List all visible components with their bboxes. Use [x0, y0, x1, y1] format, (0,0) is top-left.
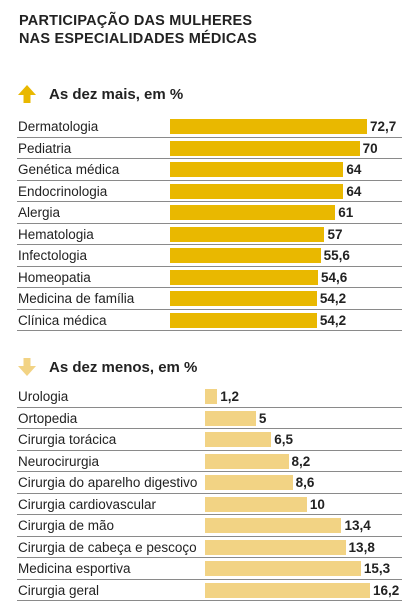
- category-label: Infectologia: [18, 248, 88, 263]
- value-label: 8,2: [291, 453, 311, 469]
- bar-row: Pediatria 70: [17, 138, 402, 159]
- bar: [170, 291, 317, 306]
- bar-row: Cirurgia cardiovascular 10: [17, 494, 402, 515]
- value-label: 15,3: [363, 561, 391, 576]
- category-label: Pediatria: [18, 140, 72, 156]
- category-label: Cirurgia cardiovascular: [18, 496, 157, 512]
- bar: [205, 389, 218, 404]
- category-label: Clínica médica: [18, 312, 107, 328]
- category-label: Neurocirurgia: [18, 453, 100, 469]
- bar-row: Cirurgia geral 16,2: [17, 580, 402, 601]
- value-label: 72,7: [370, 119, 397, 134]
- bar-row: Infectologia 55,6: [17, 245, 402, 267]
- category-label: Cirurgia de cabeça e pescoço: [18, 539, 197, 555]
- bar-row: Urologia 1,2: [17, 386, 402, 408]
- bar-row: Cirurgia do aparelho digestivo 8,6: [17, 472, 402, 494]
- value-label: 8,6: [295, 475, 315, 490]
- bar: [205, 410, 256, 426]
- value-label: 10: [309, 496, 325, 512]
- bar-row: Genética médica 64: [17, 159, 402, 181]
- value-label: 54,6: [320, 269, 348, 285]
- bar-row: Dermatologia 72,7: [17, 116, 402, 138]
- value-label: 54,2: [319, 312, 347, 328]
- title-line-2: NAS ESPECIALIDADES MÉDICAS: [19, 31, 258, 47]
- bar: [170, 205, 336, 220]
- value-label: 54,2: [319, 291, 347, 306]
- value-label: 55,6: [323, 248, 350, 263]
- value-label: 64: [346, 162, 362, 177]
- category-label: Ortopedia: [18, 410, 78, 426]
- category-label: Homeopatia: [18, 269, 91, 285]
- value-label: 61: [338, 205, 354, 220]
- bar-row: Endocrinologia 64: [17, 181, 402, 202]
- bar: [205, 518, 342, 533]
- title-line-1: PARTICIPAÇÃO DAS MULHERES: [19, 13, 253, 29]
- top-ten-chart: Dermatologia 72,7 Pediatria 70 Genética médi…: [17, 116, 402, 331]
- bar-row: Cirurgia de cabeça e pescoço 13,8: [17, 537, 402, 558]
- bar: [170, 119, 367, 134]
- bar-row: Hematologia 57: [17, 224, 402, 245]
- bottom-ten-chart: Urologia 1,2 Ortopedia 5 Cirurgia torácica 6,…: [17, 386, 402, 601]
- top-section-title: As dez mais, em %: [49, 85, 184, 103]
- bar-row: Medicina de família 54,2: [17, 288, 402, 310]
- bar-row: Ortopedia 5: [17, 408, 402, 429]
- bar: [170, 248, 321, 263]
- top-section-header: As dez mais, em %: [17, 84, 183, 104]
- category-label: Cirurgia geral: [18, 582, 100, 598]
- bar: [170, 226, 325, 242]
- chart-title: PARTICIPAÇÃO DAS MULHERES NAS ESPECIALID…: [19, 12, 257, 48]
- down-arrow-icon: [18, 358, 36, 376]
- category-label: Cirurgia torácica: [18, 432, 117, 447]
- bottom-section-title: As dez menos, em %: [49, 358, 198, 376]
- bar-row: Medicina esportiva 15,3: [17, 558, 402, 580]
- bar: [205, 432, 272, 447]
- bar: [170, 162, 344, 177]
- bar: [170, 312, 317, 328]
- bottom-section-header: As dez menos, em %: [17, 357, 197, 377]
- bar: [205, 453, 289, 469]
- category-label: Cirurgia de mão: [18, 518, 115, 533]
- category-label: Urologia: [18, 389, 69, 404]
- category-label: Medicina esportiva: [18, 561, 131, 576]
- category-label: Endocrinologia: [18, 183, 108, 199]
- value-label: 13,8: [348, 539, 375, 555]
- bar: [205, 582, 370, 598]
- value-label: 6,5: [274, 432, 293, 447]
- category-label: Medicina de família: [18, 291, 135, 306]
- bar: [170, 140, 360, 156]
- value-label: 16,2: [373, 582, 400, 598]
- up-arrow-icon: [18, 85, 36, 103]
- category-label: Hematologia: [18, 226, 94, 242]
- value-label: 13,4: [344, 518, 371, 533]
- bar-row: Cirurgia torácica 6,5: [17, 429, 402, 451]
- category-label: Genética médica: [18, 162, 120, 177]
- bar-row: Neurocirurgia 8,2: [17, 451, 402, 472]
- bar: [205, 475, 293, 490]
- value-label: 64: [346, 183, 362, 199]
- bar: [205, 561, 361, 576]
- bar: [170, 269, 318, 285]
- bar-row: Clínica médica 54,2: [17, 310, 402, 331]
- value-label: 5: [258, 410, 267, 426]
- value-label: 1,2: [220, 389, 239, 404]
- category-label: Cirurgia do aparelho digestivo: [18, 475, 198, 490]
- bar: [170, 183, 344, 199]
- bar: [205, 539, 346, 555]
- category-label: Alergia: [18, 205, 61, 220]
- value-label: 70: [362, 140, 378, 156]
- value-label: 57: [327, 226, 343, 242]
- bar: [205, 496, 307, 512]
- bar-row: Cirurgia de mão 13,4: [17, 515, 402, 537]
- category-label: Dermatologia: [18, 119, 99, 134]
- bar-row: Alergia 61: [17, 202, 402, 224]
- bar-row: Homeopatia 54,6: [17, 267, 402, 288]
